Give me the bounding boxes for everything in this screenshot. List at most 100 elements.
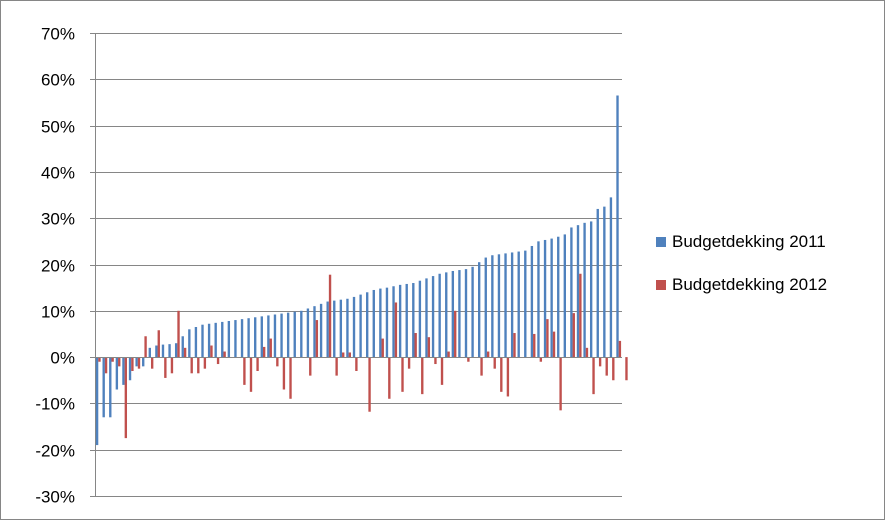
bar-2011 [102, 357, 105, 418]
legend-label-2012: Budgetdekking 2012 [672, 275, 828, 294]
bar-2012 [401, 357, 404, 392]
bar-2011 [425, 278, 428, 358]
legend-swatch-2011 [656, 237, 666, 247]
bar-2011 [109, 357, 112, 418]
bar-2012 [612, 357, 615, 381]
bar-2011 [576, 225, 580, 358]
bar-2011 [128, 357, 132, 381]
bar-2012 [104, 357, 108, 374]
bar-2012 [276, 357, 279, 367]
bar-2011 [247, 318, 250, 358]
bar-2012 [170, 357, 174, 374]
bar-2011 [188, 329, 191, 358]
bar-2011 [319, 303, 323, 358]
bar-2011 [306, 308, 310, 358]
y-tick-label: -20% [35, 442, 75, 461]
bar-2011 [524, 250, 527, 358]
gridlines [90, 33, 622, 497]
bar-2011 [273, 314, 277, 358]
bar-2011 [418, 280, 422, 358]
bar-2012 [572, 313, 575, 358]
y-tick-label: 30% [41, 210, 75, 229]
bar-2011 [214, 322, 217, 358]
bar-2012 [546, 319, 549, 358]
bar-2012 [552, 331, 556, 358]
bar-2011 [563, 234, 566, 358]
bar-2011 [194, 327, 198, 358]
bar-2011 [234, 320, 237, 358]
bar-2012 [559, 357, 562, 411]
bar-2011 [267, 315, 270, 358]
bar-2012 [203, 357, 207, 369]
bar-2012 [388, 357, 391, 399]
bar-2012 [249, 357, 253, 392]
bar-2012 [262, 346, 266, 358]
bar-2012 [223, 351, 226, 358]
bar-2011 [504, 253, 507, 358]
bar-2011 [300, 310, 303, 358]
y-tick-label: 50% [41, 118, 75, 137]
bar-2012 [592, 357, 595, 395]
bar-2011 [352, 296, 356, 358]
bar-2012 [177, 310, 180, 358]
bar-2011 [181, 336, 184, 358]
bar-2012 [467, 357, 470, 362]
bar-2011 [346, 298, 349, 358]
bar-2011 [392, 286, 395, 358]
bar-2011 [438, 273, 441, 358]
bar-2011 [589, 221, 593, 358]
bar-2011 [286, 312, 290, 358]
bar-2012 [486, 351, 490, 358]
bar-2012 [256, 357, 259, 371]
bar-2011 [280, 313, 283, 358]
legend-swatch-2012 [656, 280, 666, 290]
bar-2012 [282, 357, 286, 390]
bar-2011 [148, 347, 151, 358]
bar-2012 [421, 357, 424, 395]
bar-2012 [454, 310, 457, 358]
bar-2012 [355, 357, 358, 371]
bar-2011 [464, 269, 468, 358]
bar-2011 [550, 238, 553, 358]
bar-2012 [368, 357, 371, 412]
bar-2011 [385, 287, 389, 358]
y-tick-label: -10% [35, 395, 75, 414]
bar-2011 [293, 311, 296, 358]
bar-2011 [95, 357, 99, 446]
legend-item-2012: Budgetdekking 2012 [656, 274, 827, 296]
y-axis-labels: 70% 60% 50% 40% 30% 20% 10% 0% -10% -20% -30% [35, 25, 75, 507]
bar-2012 [197, 357, 200, 374]
bar-2011 [155, 345, 158, 358]
bar-2012 [131, 357, 134, 371]
bar-2012 [190, 357, 193, 374]
y-tick-label: 20% [41, 257, 75, 276]
bar-2011 [510, 252, 514, 358]
bar-2012 [480, 357, 483, 376]
bar-2012 [605, 357, 608, 376]
bar-2012 [150, 357, 154, 369]
bar-2012 [216, 357, 220, 365]
bar-2012 [585, 347, 589, 358]
bar-2011 [431, 276, 435, 358]
bar-2011 [543, 239, 547, 358]
y-tick-label: 0% [50, 349, 75, 368]
bar-2012 [144, 336, 147, 358]
bar-2012 [335, 357, 338, 376]
bar-2012 [164, 357, 167, 378]
bar-2011 [405, 283, 408, 358]
bar-2011 [583, 222, 586, 358]
bar-2012 [407, 357, 411, 369]
bar-2012 [269, 338, 272, 358]
bar-2012 [500, 357, 503, 392]
bar-2011 [240, 319, 244, 358]
bar-2011 [530, 245, 534, 358]
bar-2011 [603, 206, 606, 358]
bar-2011 [398, 284, 402, 358]
bar-2011 [372, 289, 375, 358]
bar-2012 [440, 357, 444, 385]
legend: Budgetdekking 2011 Budgetdekking 2012 [656, 231, 827, 317]
y-tick-label: -30% [35, 488, 75, 507]
bar-2011 [366, 292, 369, 358]
